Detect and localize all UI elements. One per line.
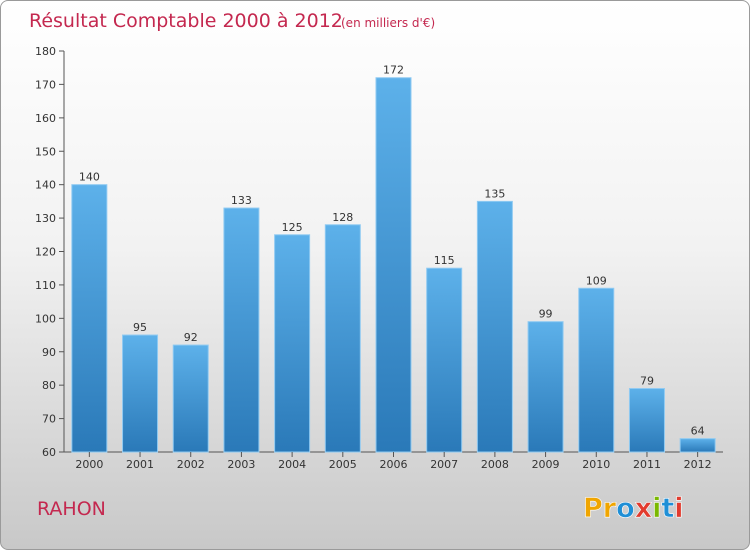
bar-2010	[578, 287, 615, 453]
data-label-2004: 125	[282, 221, 303, 234]
y-tick-label: 70	[42, 413, 56, 426]
bar-2004	[274, 234, 311, 453]
x-tick-label: 2008	[481, 458, 509, 471]
chart-subtitle: (en milliers d'€)	[341, 16, 435, 30]
y-tick-label: 130	[35, 212, 56, 225]
proxiti-logo: Proxiti	[583, 493, 684, 525]
x-tick-label: 2011	[633, 458, 661, 471]
x-tick-label: 2002	[177, 458, 205, 471]
data-label-2011: 79	[640, 375, 654, 388]
data-label-2000: 140	[79, 171, 100, 184]
data-label-2012: 64	[691, 425, 705, 438]
commune-name: RAHON	[37, 498, 106, 520]
logo-letter: t	[661, 493, 674, 524]
bar-2009	[527, 321, 564, 453]
bar-2008	[476, 200, 513, 453]
logo-letter: x	[635, 493, 652, 524]
y-tick-label: 150	[35, 145, 56, 158]
logo-letter: P	[583, 493, 603, 524]
data-label-2008: 135	[484, 187, 505, 200]
bar-2011	[628, 388, 665, 453]
bar-2007	[426, 267, 463, 453]
bar-2002	[172, 344, 209, 453]
y-tick-label: 90	[42, 346, 56, 359]
y-tick-label: 180	[35, 45, 56, 58]
bar-2005	[324, 224, 361, 453]
data-label-2010: 109	[586, 274, 607, 287]
bar-2000	[71, 184, 108, 453]
x-tick-label: 2009	[532, 458, 560, 471]
y-tick-label: 110	[35, 279, 56, 292]
x-tick-label: 2010	[582, 458, 610, 471]
x-tick-label: 2001	[126, 458, 154, 471]
y-tick-label: 140	[35, 179, 56, 192]
x-ticks: 2000 2001 2002 2003 2004 2005 2006 2007 2008 2009…	[75, 452, 712, 471]
y-tick-label: 170	[35, 78, 56, 91]
y-tick-label: 60	[42, 446, 56, 459]
x-tick-label: 2004	[278, 458, 306, 471]
logo-letter: i	[652, 493, 661, 524]
data-label-2003: 133	[231, 194, 252, 207]
y-tick-label: 160	[35, 112, 56, 125]
chart-title: Résultat Comptable 2000 à 2012	[29, 10, 343, 32]
x-tick-label: 2007	[430, 458, 458, 471]
x-tick-label: 2006	[380, 458, 408, 471]
logo-letter: r	[603, 493, 617, 524]
y-tick-label: 120	[35, 246, 56, 259]
data-label-2002: 92	[184, 331, 198, 344]
data-label-2006: 172	[383, 64, 404, 77]
x-tick-label: 2000	[75, 458, 103, 471]
data-label-2009: 99	[539, 308, 553, 321]
bar-2001	[122, 334, 159, 453]
y-ticks: 60 70 80 90 100 110 120 130 140 150 160 170 180	[35, 45, 64, 459]
data-label-2001: 95	[133, 321, 147, 334]
bar-2006	[375, 77, 412, 453]
logo-letter: i	[674, 493, 683, 524]
x-tick-label: 2012	[684, 458, 712, 471]
y-tick-label: 100	[35, 312, 56, 325]
logo-letter: o	[616, 493, 635, 524]
x-tick-label: 2005	[329, 458, 357, 471]
y-tick-label: 80	[42, 379, 56, 392]
data-label-2007: 115	[434, 254, 455, 267]
bars: 140 95 92 133 125 128 172 115 135 99 109 79 64	[71, 64, 716, 453]
x-tick-label: 2003	[227, 458, 255, 471]
bar-2012	[679, 438, 716, 453]
data-label-2005: 128	[332, 211, 353, 224]
proxiti-logo-text: Proxiti	[583, 493, 684, 524]
bar-2003	[223, 207, 260, 453]
